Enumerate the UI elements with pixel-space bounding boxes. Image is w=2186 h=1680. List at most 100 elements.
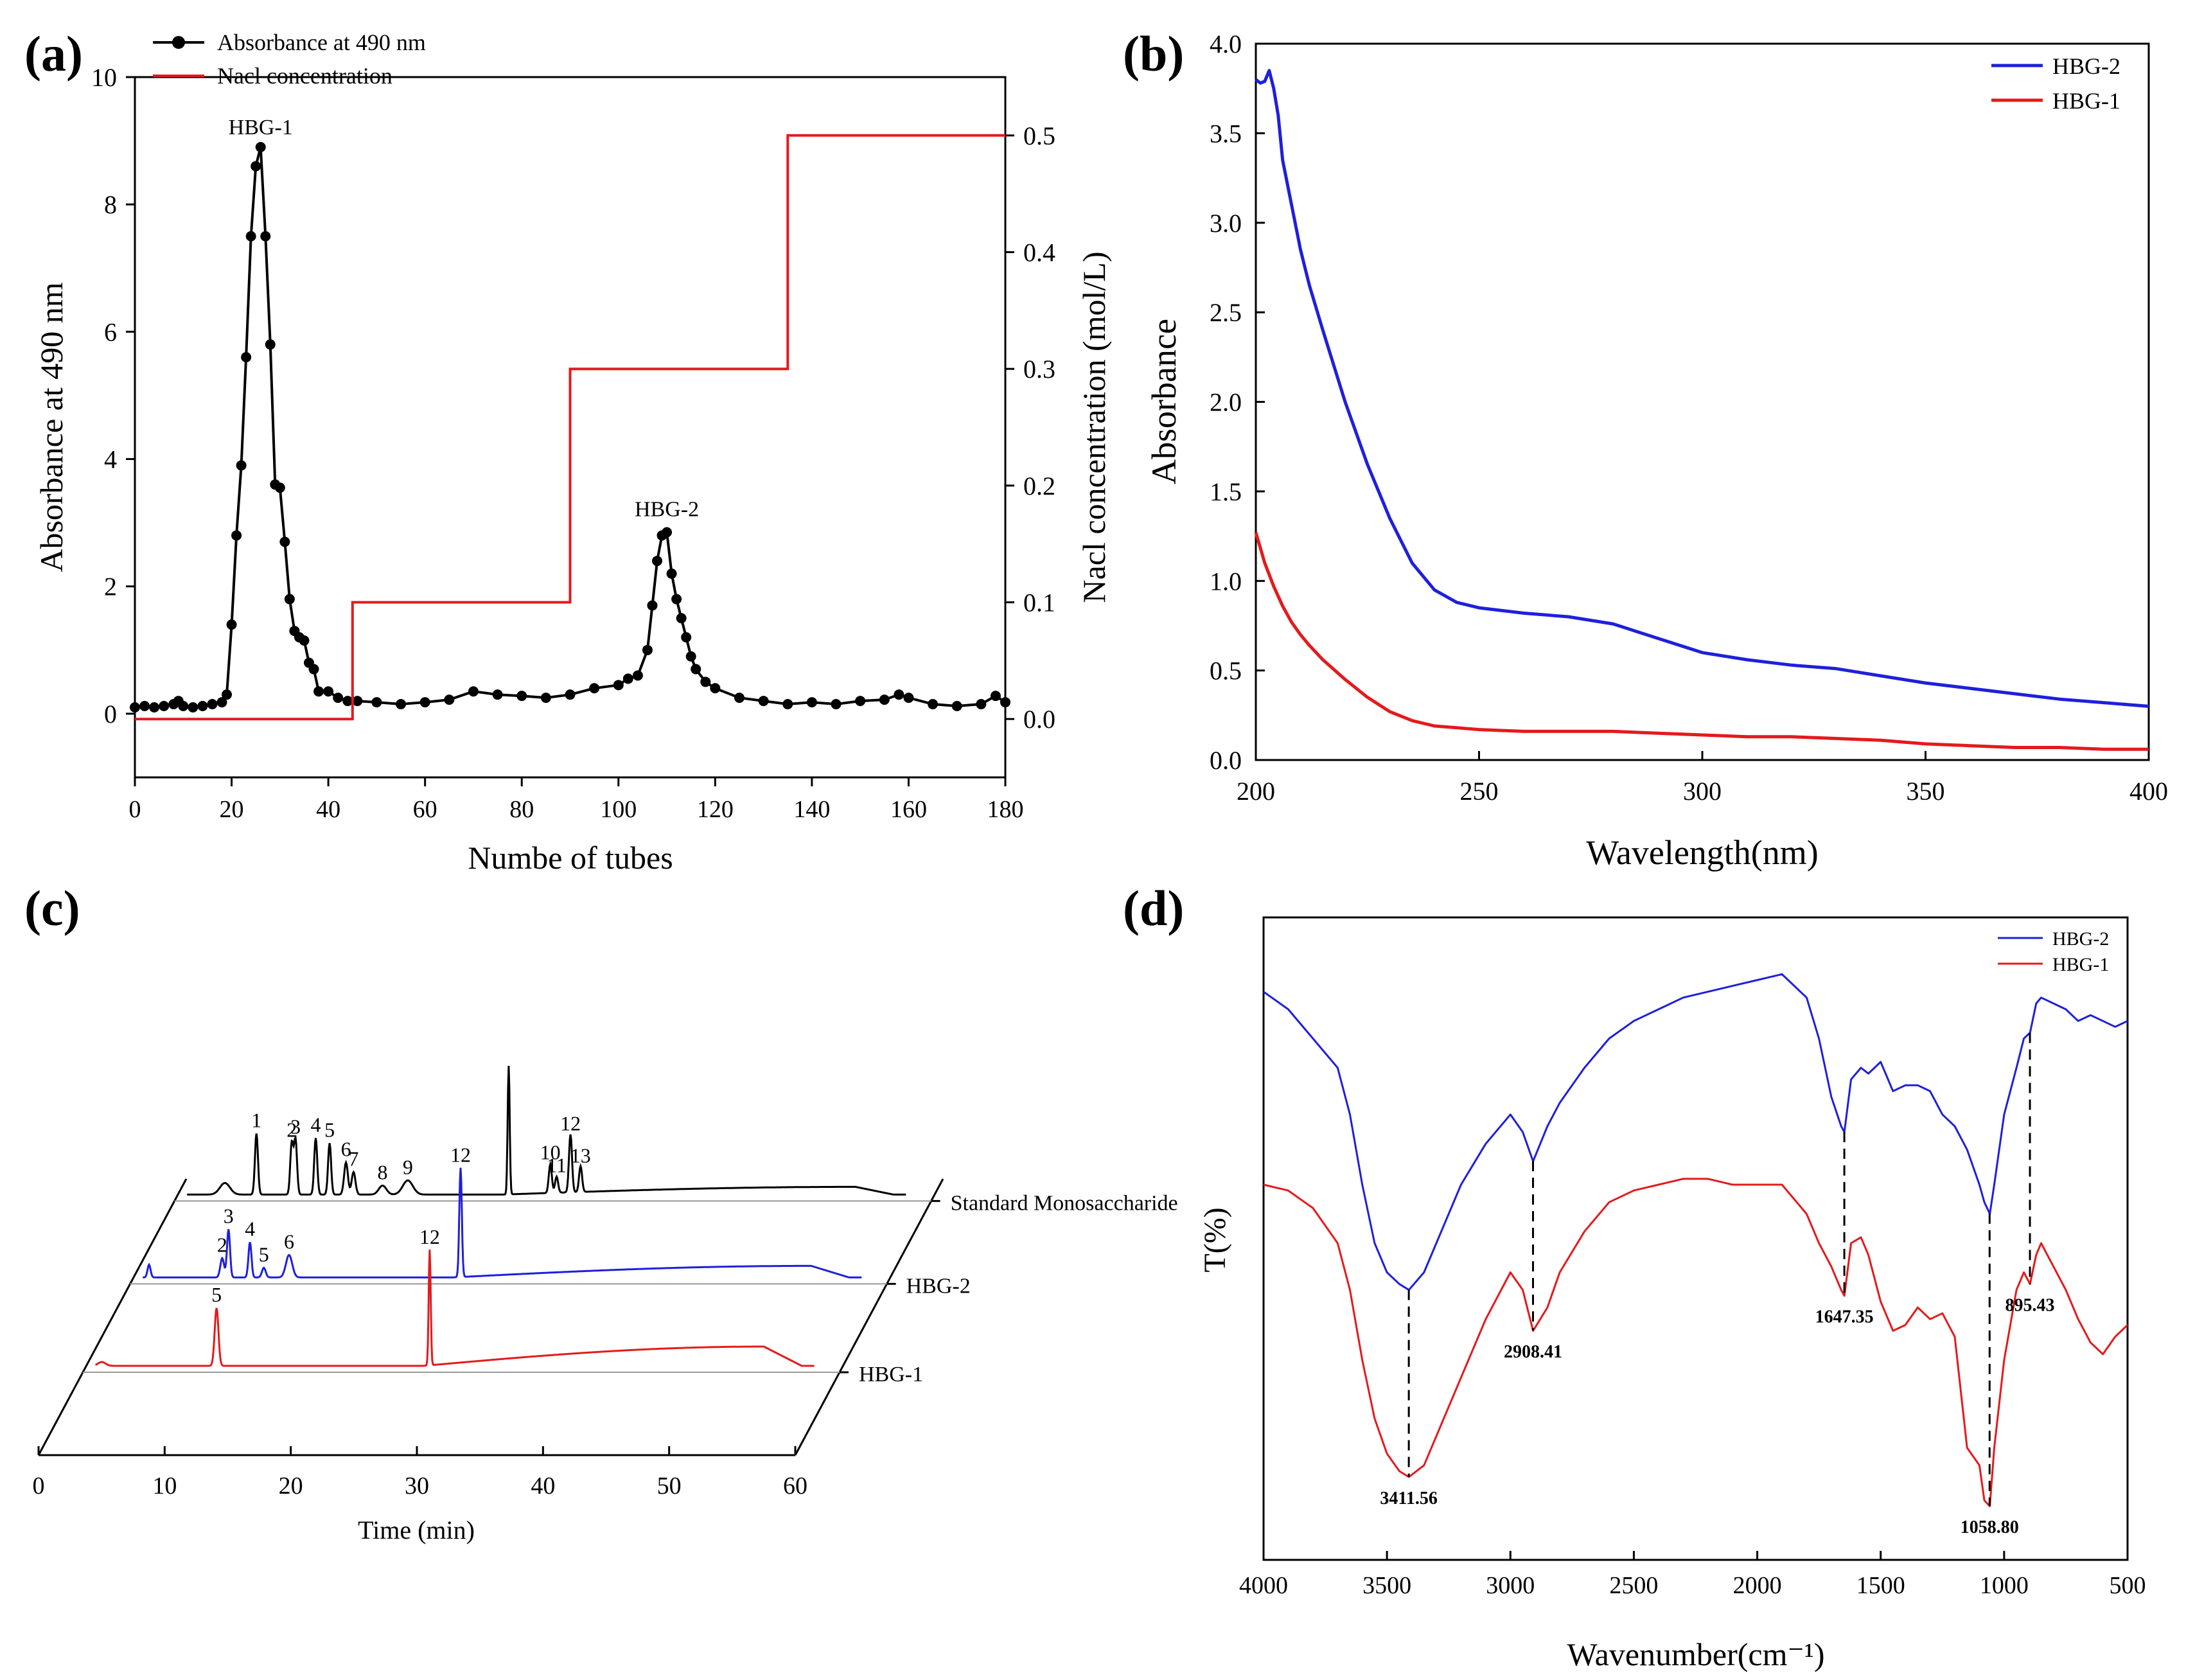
panel-b-y-tick-label: 0.0 xyxy=(1210,746,1242,775)
panel-c-trace-0 xyxy=(187,1066,906,1196)
panel-c-x-tick-label: 10 xyxy=(152,1472,177,1499)
panel-c-x-tick-label: 0 xyxy=(33,1472,45,1499)
panel-d-peak-label: 2908.41 xyxy=(1504,1342,1562,1362)
panel-c-peak-label: 13 xyxy=(570,1144,591,1167)
panel-c-peak-label: 1 xyxy=(251,1108,261,1131)
panel-b-xlabel: Wavelength(nm) xyxy=(1586,833,1819,872)
panel-b-x-tick-label: 200 xyxy=(1237,777,1275,806)
panel-a-y-ticks: 0 2 4 6 8 10 xyxy=(91,63,135,729)
panel-a-x-tick-label: 80 xyxy=(509,796,534,823)
panel-d-line-hbg-1 xyxy=(1263,1178,2129,1507)
panel-a-y-tick-label: 0 xyxy=(104,700,117,729)
panel-a-absorbance-point xyxy=(928,699,939,710)
panel-a-absorbance-point xyxy=(652,556,662,567)
panel-d-x-ticks: 4000 3500 3000 2500 2000 1500 1000 500 xyxy=(1239,1551,2146,1599)
panel-d-x-tick-label: 2000 xyxy=(1733,1572,1782,1599)
panel-c-peak-label: 12 xyxy=(450,1143,471,1166)
panel-a-peak-annotation: HBG-1 xyxy=(229,116,293,139)
panel-c-peak-label: 12 xyxy=(560,1111,581,1135)
panel-a-absorbance-point xyxy=(188,702,198,712)
panel-d-legend-hbg1: HBG-1 xyxy=(2052,954,2109,975)
panel-a-absorbance-point xyxy=(207,699,218,710)
panel-b-y-tick-label: 2.5 xyxy=(1210,298,1242,327)
panel-a-y-tick-label: 2 xyxy=(104,572,117,601)
panel-b-line-hbg-1 xyxy=(1254,532,2149,751)
panel-a-x-tick-label: 40 xyxy=(316,796,340,823)
panel-c-xlabel: Time (min) xyxy=(358,1516,475,1544)
panel-c-peak-label: 2 xyxy=(286,1118,297,1141)
panel-a-y2-tick-label: 0.1 xyxy=(1023,588,1055,617)
panel-b-y-tick-label: 2.0 xyxy=(1210,388,1242,417)
panel-d-x-tick-label: 4000 xyxy=(1239,1572,1288,1599)
panel-b: (b) 200 250 300 350 400 0.0 0.5 1.0 1.5 2.0 2.5 3.… xyxy=(1123,26,2168,872)
panel-c-label: (c) xyxy=(24,880,80,936)
panel-b-line-hbg-2 xyxy=(1255,69,2149,708)
panel-c-x-tick-label: 20 xyxy=(279,1472,303,1499)
panel-a-absorbance-point xyxy=(831,699,842,710)
panel-b-x-tick-label: 350 xyxy=(1907,777,1945,806)
panel-b-x-tick-label: 250 xyxy=(1460,777,1499,806)
panel-a-absorbance-point xyxy=(589,683,600,694)
panel-c-series-labels: Standard Monosaccharide HBG-2 HBG-1 xyxy=(859,1191,1178,1386)
panel-a-legend-nacl: Nacl concentration xyxy=(217,63,392,89)
panel-d-peak-markers: 3411.56 2908.41 1647.35 1058.80 895.43 xyxy=(1380,1032,2055,1537)
panel-c-series-label: Standard Monosaccharide xyxy=(951,1191,1178,1215)
panel-a-label: (a) xyxy=(24,26,83,82)
panel-a-absorbance-point xyxy=(419,697,430,708)
panel-a-legend-absorbance: Absorbance at 490 nm xyxy=(217,30,426,55)
panel-d-label: (d) xyxy=(1123,880,1184,936)
panel-c-trace-2 xyxy=(95,1250,815,1367)
panel-c-trace-1 xyxy=(143,1167,862,1278)
panel-b-y-tick-label: 3.5 xyxy=(1210,119,1242,148)
panel-a-absorbance-point xyxy=(260,231,271,242)
panel-c-peak-label: 5 xyxy=(211,1283,222,1306)
panel-a-absorbance-point xyxy=(492,689,503,700)
panel-a-x-tick-label: 180 xyxy=(987,796,1024,823)
panel-a-absorbance-point xyxy=(806,697,817,708)
panel-a-absorbance-point xyxy=(565,689,576,700)
panel-d-x-tick-label: 500 xyxy=(2110,1572,2146,1599)
panel-c-peak-label: 6 xyxy=(284,1230,294,1253)
panel-c-peak-label: 9 xyxy=(403,1155,413,1178)
panel-a-absorbance-point xyxy=(951,701,962,712)
panel-d-frame xyxy=(1262,916,2129,1561)
panel-a-absorbance-point xyxy=(245,231,256,242)
panel-a-absorbance-point xyxy=(178,701,189,712)
panel-a-xlabel: Numbe of tubes xyxy=(468,840,673,876)
panel-d-legend: HBG-2 HBG-1 xyxy=(1998,928,2109,975)
panel-a-absorbance-point xyxy=(613,680,624,691)
panel-a-y2label: Nacl concentration (mol/L) xyxy=(1076,252,1112,603)
panel-b-legend-hbg2: HBG-2 xyxy=(2052,53,2120,79)
panel-a-y2-tick-label: 0.5 xyxy=(1023,121,1055,150)
panel-b-y-tick-label: 1.0 xyxy=(1210,567,1242,596)
panel-c-x-tick-label: 40 xyxy=(531,1472,555,1499)
panel-c-peak-label: 6 xyxy=(341,1137,351,1160)
panel-b-y-ticks: 0.0 0.5 1.0 1.5 2.0 2.5 3.0 3.5 4.0 xyxy=(1210,30,1265,775)
panel-a-absorbance-point xyxy=(632,670,643,681)
panel-a-x-tick-label: 20 xyxy=(220,796,244,823)
panel-a-absorbance-point xyxy=(903,693,914,703)
panel-a-absorbance-point xyxy=(642,644,653,655)
panel-a-absorbance-point xyxy=(468,686,479,697)
panel-a-absorbance-point xyxy=(976,699,987,710)
panel-d: (d) 4000 3500 3000 2500 2000 1500 1000 500 3411… xyxy=(1123,880,2146,1672)
panel-a-absorbance-point xyxy=(671,594,682,605)
panel-d-peak-label: 895.43 xyxy=(2005,1295,2055,1315)
panel-a-absorbance-point xyxy=(231,530,242,541)
panel-b-y-tick-label: 1.5 xyxy=(1210,477,1242,506)
panel-c-x-tick-label: 50 xyxy=(657,1472,682,1499)
panel-a-absorbance-point xyxy=(662,527,673,538)
panel-c-peak-label: 12 xyxy=(419,1225,440,1248)
panel-d-peak-label: 1647.35 xyxy=(1815,1307,1874,1327)
panel-a-absorbance-point xyxy=(265,339,276,350)
panel-a-absorbance-point xyxy=(894,689,904,700)
panel-a-x-tick-label: 60 xyxy=(413,796,437,823)
panel-a-absorbance-point xyxy=(255,142,266,152)
panel-c-peak-label: 11 xyxy=(547,1153,567,1176)
panel-c-depth-axis-right xyxy=(794,1178,944,1456)
panel-a-absorbance-point xyxy=(782,699,793,710)
panel-b-x-tick-label: 400 xyxy=(2129,777,2168,806)
panel-a-absorbance-point xyxy=(226,619,237,630)
